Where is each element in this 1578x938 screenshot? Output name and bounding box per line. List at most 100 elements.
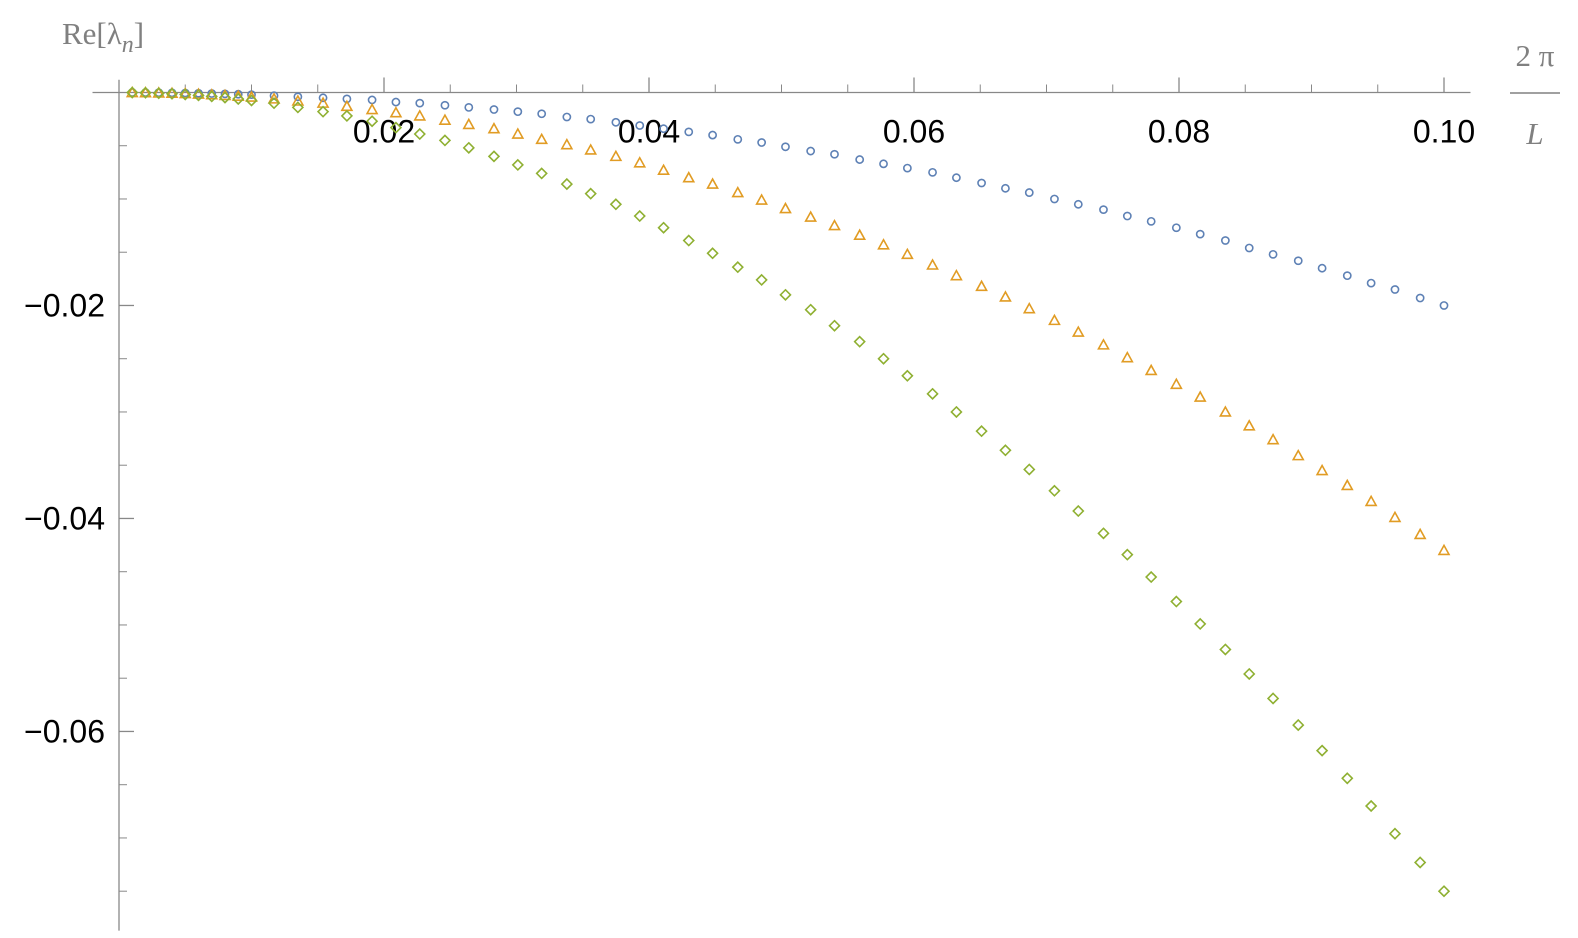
- point: [853, 335, 866, 348]
- point: [1388, 827, 1402, 840]
- point: [828, 319, 841, 332]
- point: [1219, 643, 1232, 656]
- point: [633, 209, 646, 223]
- point: [1390, 285, 1400, 294]
- point: [708, 130, 717, 140]
- point: [1437, 885, 1451, 898]
- x-tick-label: 0.06: [883, 113, 945, 149]
- point: [513, 107, 523, 117]
- point: [511, 158, 524, 172]
- point: [1242, 419, 1256, 431]
- point: [1097, 527, 1110, 540]
- point: [584, 143, 598, 155]
- point: [291, 101, 305, 114]
- point: [952, 173, 961, 183]
- point: [1195, 229, 1205, 239]
- point: [804, 303, 817, 316]
- point: [152, 86, 166, 98]
- point: [1099, 205, 1108, 215]
- point: [1266, 692, 1280, 705]
- x-axis-title-denominator: L: [1525, 116, 1543, 151]
- point: [1364, 799, 1378, 813]
- point: [462, 141, 475, 154]
- point: [389, 121, 403, 134]
- point: [706, 247, 719, 260]
- point: [245, 94, 258, 107]
- point: [487, 150, 501, 163]
- point: [731, 261, 744, 274]
- point: [806, 146, 816, 156]
- point: [853, 228, 867, 240]
- point: [1414, 856, 1427, 869]
- point: [1437, 543, 1451, 556]
- point: [179, 88, 192, 101]
- point: [1244, 243, 1254, 253]
- y-tick-label: −0.02: [24, 287, 105, 323]
- point: [245, 90, 258, 102]
- point: [269, 91, 279, 101]
- point: [609, 149, 623, 162]
- point: [1413, 527, 1427, 540]
- point: [293, 92, 303, 102]
- point: [1171, 223, 1181, 233]
- point: [1364, 494, 1378, 507]
- point: [1145, 570, 1158, 584]
- point: [1366, 278, 1376, 288]
- point: [879, 159, 888, 169]
- point: [926, 387, 939, 400]
- point: [1388, 510, 1402, 523]
- point: [462, 117, 476, 130]
- point: [901, 369, 914, 382]
- point: [464, 102, 474, 112]
- point: [804, 210, 818, 222]
- point: [659, 124, 668, 134]
- point: [682, 171, 696, 183]
- x-tick-label: 0.10: [1413, 113, 1475, 149]
- point: [267, 96, 281, 110]
- point: [489, 105, 499, 114]
- point: [139, 86, 152, 99]
- point: [706, 177, 719, 189]
- point: [779, 288, 792, 301]
- point: [562, 112, 572, 122]
- point: [1048, 484, 1061, 497]
- point: [828, 218, 841, 231]
- point: [440, 100, 450, 110]
- point: [1315, 744, 1329, 757]
- point: [733, 134, 743, 144]
- point: [584, 187, 597, 200]
- point: [1024, 188, 1034, 197]
- y-axis-title: Re[λn]: [62, 16, 144, 58]
- point: [1341, 772, 1354, 785]
- point: [367, 95, 377, 105]
- point: [1050, 194, 1059, 204]
- point: [950, 269, 963, 281]
- point: [1340, 478, 1354, 491]
- point: [165, 87, 179, 100]
- point: [1415, 293, 1425, 303]
- point: [1243, 667, 1256, 681]
- point: [291, 94, 305, 106]
- point: [365, 102, 379, 115]
- point: [684, 127, 694, 137]
- point: [415, 98, 425, 108]
- point: [975, 279, 988, 292]
- point: [928, 167, 937, 177]
- point: [318, 93, 328, 103]
- point: [438, 134, 452, 147]
- point: [682, 234, 695, 247]
- point: [1048, 313, 1061, 326]
- point: [855, 155, 865, 164]
- point: [1317, 263, 1327, 273]
- point: [926, 258, 939, 270]
- point: [950, 405, 963, 419]
- x-tick-label: 0.02: [353, 113, 415, 149]
- point: [1001, 183, 1010, 193]
- point: [165, 86, 179, 99]
- point: [1022, 302, 1036, 314]
- point: [1219, 405, 1232, 417]
- point: [1315, 463, 1329, 476]
- y-axis-title-close: ]: [134, 16, 144, 51]
- point: [975, 425, 988, 438]
